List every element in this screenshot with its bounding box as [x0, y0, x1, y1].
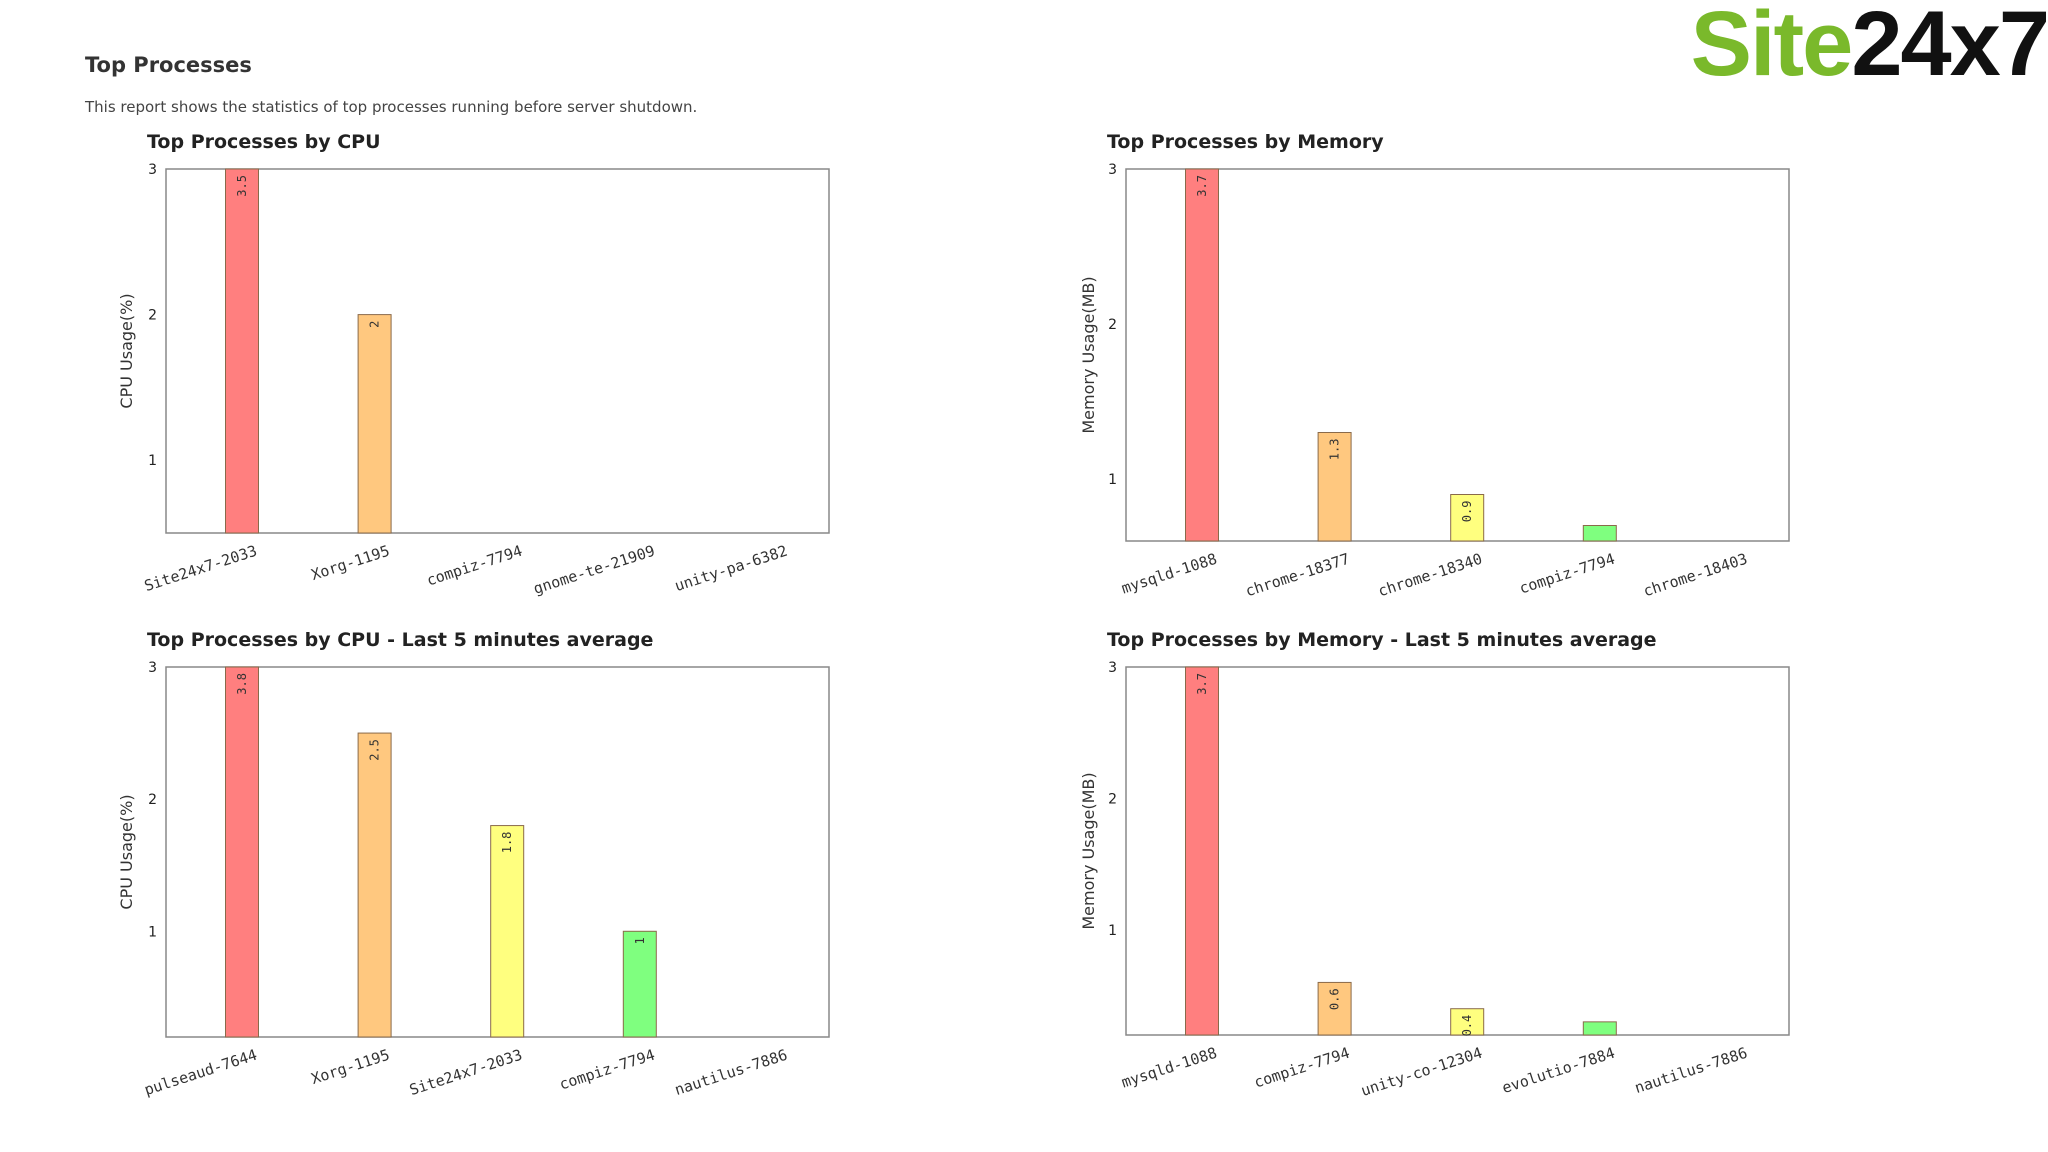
x-tick-label: evolutio-7884	[1500, 1044, 1617, 1097]
x-tick-label: compiz-7794	[1517, 550, 1617, 598]
bar	[1582, 1021, 1617, 1036]
x-tick-label: chrome-18377	[1243, 550, 1352, 601]
x-tick-label: mysqld-1088	[1119, 1044, 1219, 1092]
chart-2: Top Processes by Memory 1 2 3 Memory Usage(M…	[1079, 131, 1790, 601]
chart-title: Top Processes by Memory	[1107, 131, 1384, 153]
data-label: 3.7	[1195, 673, 1209, 695]
x-tick-label: Xorg-1195	[309, 542, 392, 584]
y-tick-label: 1	[148, 453, 157, 469]
data-label: 3.7	[1195, 175, 1209, 197]
bar	[622, 930, 657, 1038]
x-tick-label: Xorg-1195	[309, 1046, 392, 1088]
plot-area	[165, 168, 830, 534]
y-tick-label: 3	[148, 162, 157, 178]
plot-area	[1125, 168, 1790, 542]
x-tick-label: compiz-7794	[1252, 1044, 1352, 1092]
y-axis-label: CPU Usage(%)	[117, 794, 136, 909]
y-tick-label: 3	[1108, 162, 1117, 178]
y-tick-label: 3	[1108, 660, 1117, 676]
report-description: This report shows the statistics of top …	[85, 98, 698, 116]
bar	[1582, 525, 1617, 542]
bar	[225, 168, 259, 534]
bar	[490, 825, 525, 1038]
x-tick-label: Site24x7-2033	[142, 542, 259, 595]
data-label: 1.8	[500, 832, 514, 854]
x-tick-label: gnome-te-21909	[531, 542, 657, 598]
page-title: Top Processes	[85, 53, 252, 77]
chart-title: Top Processes by CPU	[147, 131, 381, 153]
data-label: 0.9	[1460, 501, 1474, 523]
bar	[1185, 666, 1219, 1036]
x-tick-label: compiz-7794	[424, 542, 524, 590]
chart-title: Top Processes by Memory - Last 5 minutes…	[1107, 629, 1657, 651]
logo-part-24x7: 24x7	[1851, 0, 2048, 95]
data-label: 0.6	[1328, 988, 1342, 1010]
y-tick-label: 1	[1108, 923, 1117, 939]
data-label: 2.5	[368, 739, 382, 761]
x-tick-label: nautilus-7886	[672, 1046, 789, 1099]
bar	[1317, 981, 1352, 1036]
y-tick-label: 1	[148, 924, 157, 940]
x-tick-label: Site24x7-2033	[407, 1046, 524, 1099]
bar	[357, 314, 392, 534]
chart-title: Top Processes by CPU - Last 5 minutes av…	[147, 629, 653, 651]
y-tick-label: 2	[1108, 317, 1117, 333]
bar	[1317, 432, 1352, 542]
x-tick-label: mysqld-1088	[1119, 550, 1219, 598]
x-tick-label: compiz-7794	[557, 1046, 657, 1094]
x-tick-label: chrome-18340	[1376, 550, 1485, 601]
y-tick-label: 2	[148, 792, 157, 808]
bar	[357, 732, 392, 1038]
x-tick-label: unity-pa-6382	[672, 542, 789, 595]
x-tick-label: pulseaud-7644	[142, 1046, 259, 1099]
bar	[1185, 168, 1219, 542]
y-axis-label: Memory Usage(MB)	[1079, 772, 1098, 929]
y-axis-label: Memory Usage(MB)	[1079, 276, 1098, 433]
y-tick-label: 1	[1108, 472, 1117, 488]
bar	[225, 666, 259, 1038]
chart-4: Top Processes by Memory - Last 5 minutes…	[1079, 629, 1790, 1100]
data-label: 2	[368, 321, 382, 328]
x-tick-label: nautilus-7886	[1632, 1044, 1749, 1097]
y-tick-label: 2	[148, 308, 157, 324]
y-tick-label: 2	[1108, 791, 1117, 807]
data-label: 0.4	[1460, 1015, 1474, 1037]
bar	[1450, 1008, 1485, 1036]
plot-area	[1125, 666, 1790, 1036]
data-label: 1	[633, 937, 647, 944]
y-tick-label: 3	[148, 660, 157, 676]
x-tick-label: chrome-18403	[1641, 550, 1750, 601]
x-tick-label: unity-co-12304	[1359, 1044, 1485, 1100]
chart-1: Top Processes by CPU 1 2 3 CPU Usage(%) 3.5 Si…	[117, 131, 830, 598]
bar	[1450, 494, 1485, 542]
chart-3: Top Processes by CPU - Last 5 minutes av…	[117, 629, 830, 1099]
data-label: 1.3	[1328, 439, 1342, 461]
logo-part-site: Site	[1690, 0, 1854, 95]
data-label: 3.5	[235, 175, 249, 197]
site24x7-logo: Site24x7	[1691, 0, 2048, 90]
y-axis-label: CPU Usage(%)	[117, 293, 136, 408]
data-label: 3.8	[235, 673, 249, 695]
